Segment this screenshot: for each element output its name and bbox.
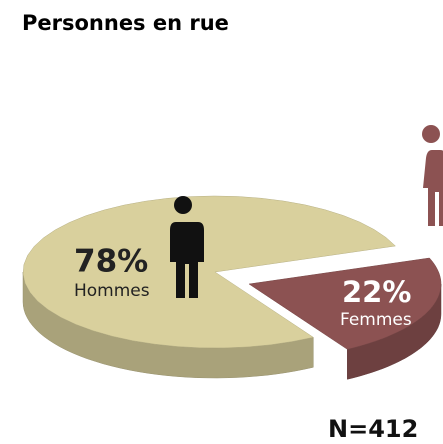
slice bbox=[22, 195, 396, 349]
category-label: Hommes bbox=[74, 281, 150, 301]
note: N=412 bbox=[328, 415, 418, 443]
value-label: 22% bbox=[342, 275, 411, 309]
pie bbox=[22, 195, 442, 380]
value-label: 78% bbox=[74, 244, 148, 280]
man-icon bbox=[168, 196, 204, 298]
category-label: Femmes bbox=[340, 310, 412, 330]
slice bbox=[248, 257, 442, 350]
woman-icon bbox=[422, 125, 443, 226]
chart-title: Personnes en rue bbox=[22, 11, 229, 35]
